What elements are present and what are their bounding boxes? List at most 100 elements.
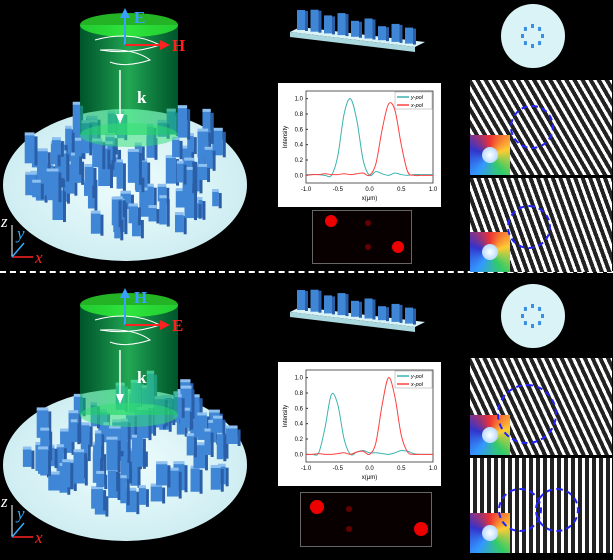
pillar-array-strip — [290, 289, 425, 332]
x-tick-label: -1.0 — [301, 187, 312, 193]
x-tick-label: 0.0 — [365, 187, 374, 193]
nanopillar — [180, 385, 195, 419]
y-tick-label: 1.0 — [295, 97, 304, 103]
plot-frame — [305, 90, 434, 184]
nanopillar — [157, 183, 170, 204]
focal-spot — [365, 220, 371, 226]
nanopillar — [225, 425, 241, 446]
light-beam — [80, 25, 178, 135]
legend-label: x-pol — [410, 103, 424, 109]
arrow-down-icon — [116, 394, 124, 404]
field-label-right: E — [172, 316, 184, 335]
legend-label: x-pol — [410, 382, 424, 388]
arrow-right-icon — [160, 320, 170, 330]
y-tick-label: 0.0 — [295, 452, 304, 458]
nanopillar — [91, 486, 107, 511]
focal-spot — [346, 506, 352, 512]
nanopillar — [177, 105, 191, 140]
nanopillar — [38, 446, 52, 476]
nanopillar — [36, 407, 52, 440]
focal-spot — [325, 215, 337, 227]
axis-y-label: y — [17, 224, 25, 243]
vortex-marker — [507, 205, 551, 249]
nanopillar — [62, 459, 74, 490]
x-tick-label: -0.5 — [333, 187, 344, 193]
x-tick-label: -0.5 — [333, 466, 344, 472]
metasurface-top-view — [501, 4, 565, 68]
focal-spot-image — [300, 492, 432, 547]
nanopillar — [212, 189, 222, 209]
metasurface-top-view — [501, 284, 565, 348]
nanopillar — [351, 300, 359, 317]
x-axis-label: x(μm) — [362, 196, 377, 202]
nanopillar — [197, 128, 212, 160]
nanopillar — [204, 428, 214, 457]
y-axis-label: Intensity — [283, 405, 289, 427]
panel-divider — [0, 271, 613, 273]
arrow-up-icon — [120, 8, 130, 18]
nanopillar — [159, 195, 170, 227]
nanopillar — [127, 148, 142, 185]
x-tick-label: -1.0 — [301, 466, 312, 472]
axis-x-label: x — [35, 528, 43, 547]
nanopillar — [60, 428, 75, 455]
nanopillar — [297, 290, 305, 310]
nanopillar — [212, 127, 226, 158]
wavevector-label: k — [137, 368, 147, 387]
nanopillar — [73, 449, 88, 479]
metasurface-illustration — [3, 8, 247, 261]
nanopillar — [190, 465, 203, 494]
nanopillar — [297, 10, 305, 30]
series-line-x-pol — [305, 102, 433, 177]
nanopillar — [111, 196, 122, 228]
y-tick-label: 0.4 — [295, 143, 304, 149]
nanopillar — [198, 163, 211, 183]
nanopillar — [46, 168, 62, 203]
nanopillar — [179, 407, 193, 430]
intensity-chart: 0.0 0.2 0.4 0.6 0.8 1.0 -1.0 -0.5 0.0 0.5 1.0 x(μm)… — [278, 83, 441, 207]
series-line-y-pol — [305, 392, 433, 456]
field-label-up: H — [134, 288, 148, 307]
legend-box — [394, 91, 433, 110]
nanopillar — [116, 159, 126, 191]
y-tick-label: 0.2 — [295, 158, 304, 164]
focal-spot — [392, 241, 404, 253]
focal-spot — [414, 522, 428, 536]
y-tick-label: 1.0 — [295, 376, 304, 382]
nanopillar — [106, 436, 121, 473]
y-tick-label: 0.6 — [295, 406, 304, 412]
nanopillar — [90, 210, 104, 236]
nanopillar — [138, 485, 149, 507]
nanopillar — [210, 464, 224, 492]
nanopillar — [128, 203, 141, 226]
nanopillar — [22, 446, 35, 469]
x-tick-label: 0.0 — [365, 466, 374, 472]
nanopillar — [337, 13, 346, 36]
nanopillar — [405, 27, 413, 44]
nanopillar — [174, 394, 185, 418]
nanopillar — [36, 148, 51, 183]
nanopillar — [174, 212, 187, 235]
x-tick-label: 0.5 — [397, 466, 406, 472]
nanopillar — [84, 163, 97, 188]
nanopillar — [51, 137, 64, 157]
wave-icon — [94, 315, 162, 346]
nanopillar — [120, 475, 130, 506]
focal-spot — [346, 526, 352, 532]
nanopillar — [40, 427, 53, 461]
focal-spot-image — [312, 210, 412, 264]
nanopillar — [364, 298, 373, 319]
light-beam — [80, 305, 178, 415]
nanopillar — [65, 125, 75, 162]
nanopillar — [405, 307, 413, 324]
arrow-up-icon — [120, 288, 130, 298]
nanopillar — [24, 132, 38, 166]
arrow-down-icon — [116, 114, 124, 124]
x-tick-label: 0.5 — [397, 187, 406, 193]
intensity-chart: 0.0 0.2 0.4 0.6 0.8 1.0 -1.0 -0.5 0.0 0.5 1.0 x(μm)… — [278, 362, 441, 486]
axis-y-label: y — [17, 504, 25, 523]
nanopillar — [147, 183, 157, 213]
y-tick-label: 0.4 — [295, 422, 304, 428]
y-tick-label: 0.8 — [295, 391, 304, 397]
